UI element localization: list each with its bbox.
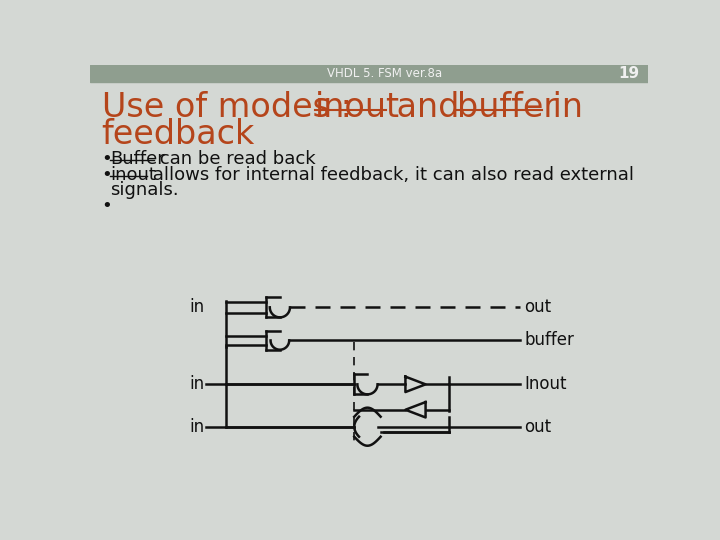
Text: Inout: Inout — [524, 375, 567, 393]
Text: buffer: buffer — [456, 91, 557, 124]
Text: in: in — [189, 375, 204, 393]
Text: allows for internal feedback, it can also read external: allows for internal feedback, it can als… — [147, 166, 634, 184]
Text: feedback: feedback — [102, 118, 255, 151]
Text: Buffer: Buffer — [110, 150, 165, 168]
Text: out: out — [524, 298, 551, 316]
Text: inout: inout — [315, 91, 400, 124]
Text: VHDL 5. FSM ver.8a: VHDL 5. FSM ver.8a — [327, 67, 442, 80]
Text: can be read back: can be read back — [154, 150, 315, 168]
Text: inout: inout — [110, 166, 156, 184]
Text: signals.: signals. — [110, 180, 179, 199]
Text: buffer: buffer — [524, 332, 574, 349]
Text: •: • — [102, 197, 112, 215]
Bar — [90, 65, 648, 82]
Text: in: in — [189, 418, 204, 436]
Text: in: in — [189, 298, 204, 316]
Text: and: and — [386, 91, 469, 124]
Text: 19: 19 — [618, 66, 639, 81]
Text: •: • — [102, 166, 112, 184]
Text: •: • — [102, 150, 112, 168]
Text: out: out — [524, 418, 551, 436]
Text: in: in — [542, 91, 583, 124]
Text: Use of modes :: Use of modes : — [102, 91, 362, 124]
